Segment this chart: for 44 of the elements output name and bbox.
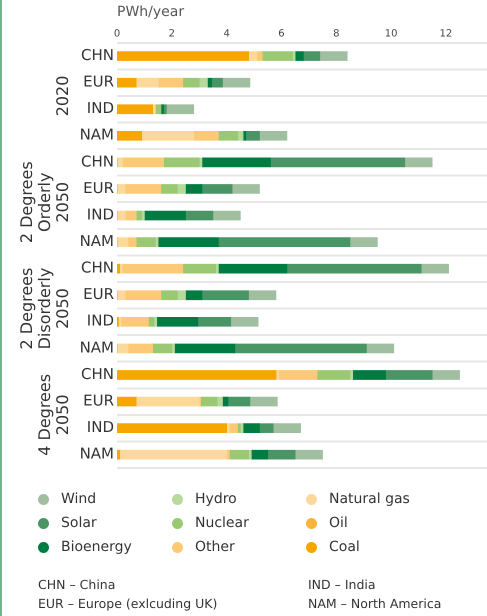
x-tick-label: 4 [223, 28, 230, 40]
y-tick-label: IND [86, 418, 114, 436]
y-tick-label: NAM [80, 338, 114, 356]
y-tick-label: IND [86, 205, 114, 224]
y-tick-label: NAM [80, 126, 114, 144]
text: EUR – Europe (exlcuding UK) [38, 596, 218, 613]
legend-label: Nuclear [194, 514, 250, 533]
y-tick-label: EUR [83, 72, 114, 91]
text: CHN – China [38, 577, 116, 594]
legend-label: Natural gas [328, 490, 411, 509]
y-tick-label: CHN [81, 258, 114, 277]
text: IND – India [308, 577, 377, 594]
x-tick-label: 8 [333, 28, 340, 40]
text: 2050 [53, 394, 72, 436]
y-tick-label: CHN [81, 46, 114, 64]
legend-label: Other [194, 538, 236, 557]
legend-label: Wind [60, 490, 98, 509]
y-tick-label: CHN [81, 152, 114, 170]
legend-label: Hydro [194, 490, 238, 509]
text: 2050 [53, 182, 72, 223]
y-tick-label: EUR [83, 178, 114, 197]
x-tick-label: 10 [384, 28, 398, 40]
y-tick-label: EUR [83, 391, 114, 410]
text: 2 Degrees Disorderly [17, 268, 54, 350]
y-tick-label: IND [86, 312, 114, 330]
y-tick-label: CHN [81, 364, 114, 383]
legend-label: Solar [60, 514, 98, 533]
text: 2050 [53, 288, 72, 329]
x-tick-label: 6 [278, 28, 285, 40]
x-axis-title: PWh/year [117, 4, 184, 20]
y-tick-label: NAM [80, 232, 114, 250]
text: 2020 [53, 76, 72, 116]
text: 4 Degrees [35, 374, 54, 456]
x-tick-label: 0 [114, 28, 120, 40]
text: 2 Degrees Orderly [17, 161, 54, 244]
x-tick-label: 12 [440, 28, 452, 40]
legend-label: Bioenergy [60, 538, 133, 557]
y-tick-label: EUR [83, 285, 114, 304]
x-tick-label: 2 [168, 28, 175, 40]
y-tick-label: IND [86, 99, 114, 118]
legend-label: Coal [328, 538, 361, 557]
legend-label: Oil [328, 514, 349, 533]
text: NAM – North America [308, 596, 442, 613]
y-tick-label: NAM [80, 444, 114, 463]
